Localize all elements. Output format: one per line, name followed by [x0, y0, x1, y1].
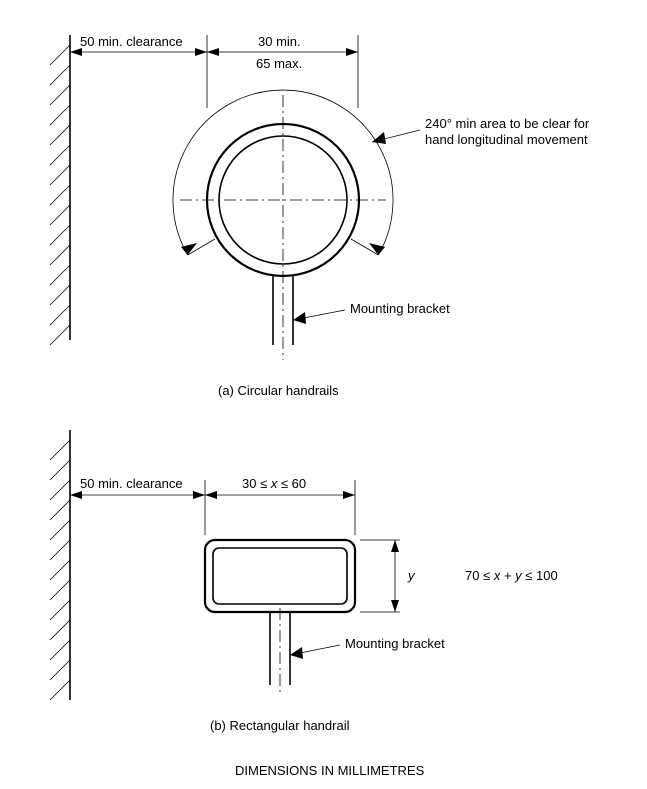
- circular-handrail: [180, 95, 386, 360]
- dim-diameter-a: 30 min. 65 max.: [207, 34, 358, 108]
- caption-b: (b) Rectangular handrail: [210, 718, 350, 733]
- constraint-label: 70 ≤ x + y ≤ 100: [465, 568, 558, 583]
- subfigure-a: 50 min. clearance 30 min. 65 max. 240° m…: [50, 34, 590, 398]
- rect-handrail: [205, 540, 355, 612]
- dim-clearance-b: 50 min. clearance: [70, 476, 205, 535]
- handrail-diagram: 50 min. clearance 30 min. 65 max. 240° m…: [0, 0, 647, 789]
- subfigure-b: 50 min. clearance 30 ≤ x ≤ 60 y 70 ≤ x +…: [50, 430, 558, 733]
- wall-a: [50, 35, 70, 345]
- bracket-a: Mounting bracket: [273, 275, 450, 345]
- clearance-arc: 240° min area to be clear for hand longi…: [173, 90, 590, 255]
- dia-label-bot: 65 max.: [256, 56, 302, 71]
- height-label-b: y: [407, 568, 416, 583]
- dim-height-b: y: [360, 540, 416, 612]
- caption-a: (a) Circular handrails: [218, 383, 339, 398]
- arc-note-2: hand longitudinal movement: [425, 132, 588, 147]
- dia-label-top: 30 min.: [258, 34, 301, 49]
- bracket-label-b: Mounting bracket: [345, 636, 445, 651]
- width-label-b: 30 ≤ x ≤ 60: [242, 476, 306, 491]
- bracket-label-a: Mounting bracket: [350, 301, 450, 316]
- arc-note-1: 240° min area to be clear for: [425, 116, 590, 131]
- clearance-label-b: 50 min. clearance: [80, 476, 183, 491]
- units-note: DIMENSIONS IN MILLIMETRES: [235, 763, 425, 778]
- dim-clearance-a: 50 min. clearance: [70, 34, 207, 108]
- dim-width-b: 30 ≤ x ≤ 60: [205, 476, 355, 535]
- bracket-b: Mounting bracket: [270, 608, 445, 695]
- wall-b: [50, 430, 70, 700]
- clearance-label-a: 50 min. clearance: [80, 34, 183, 49]
